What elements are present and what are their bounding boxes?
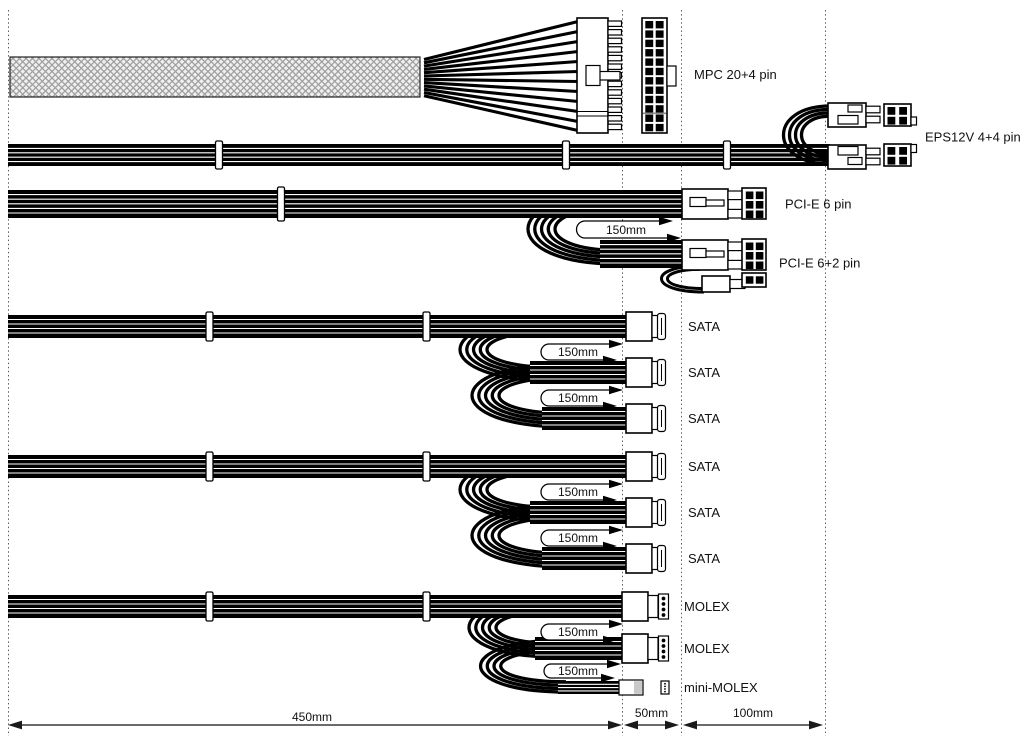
sata-label-4: SATA [688,459,720,474]
pcie62-connector-side [681,239,747,271]
cable-tie [205,311,214,342]
sata2-loop-length-1: 150mm [540,479,623,505]
cable-tie [205,451,214,482]
cable-tie [205,591,214,622]
mpc-latch [597,70,621,81]
dim-cable-length: 450mm [292,710,332,724]
sata-group-1: 150mm 150mm SATA SATA SATA [8,311,720,434]
molex-loop-length-2: 150mm [543,659,621,683]
mini-molex-connector [618,679,670,696]
sata-label-2: SATA [688,365,720,380]
cable-tie [422,311,431,342]
eps-loop-wires [781,104,831,166]
pcie6-label: PCI-E 6 pin [785,197,851,212]
molex-connector-1 [621,591,670,622]
sata1-loop-length-2: 150mm [540,385,623,411]
svg-text:150mm: 150mm [558,391,598,405]
molex-loop-length-1: 150mm [540,619,623,645]
mpc-fanout-wires [423,19,579,133]
mpc-front-latch [666,65,677,87]
pcie6-connector-front [741,187,767,220]
mini-molex-label: mini-MOLEX [684,680,758,695]
cable-tie [722,140,732,170]
pcie-loop-label: 150mm [606,223,646,237]
sata-connector-4 [625,451,667,482]
cable-tie [214,140,224,170]
svg-text:150mm: 150mm [558,345,598,359]
sata-connector-6 [625,543,667,574]
sata-connector-5 [625,497,667,528]
eps-connector-front-top [883,103,918,127]
pcie-loop-length: 150mm [575,216,681,243]
svg-text:150mm: 150mm [558,485,598,499]
sata-connector-2 [625,357,667,388]
svg-text:150mm: 150mm [558,531,598,545]
pcie62-label: PCI-E 6+2 pin [779,256,860,271]
pcie62-plug2-side [701,275,746,293]
pcie6-connector-side [681,188,747,220]
sata-label-6: SATA [688,551,720,566]
mpc-label: MPC 20+4 pin [694,67,777,82]
pcie-cable: 150mm PCI-E 6 pin [8,186,860,294]
molex-label-1: MOLEX [684,599,730,614]
dim-connector-section: 100mm [733,706,773,720]
sata-label-3: SATA [688,411,720,426]
dimension-bar: 450mm 50mm 100mm [8,706,823,730]
mpc-cable: MPC 20+4 pin [9,17,777,134]
molex-connector-2 [621,633,670,664]
sata-connector-3 [625,403,667,434]
sata-connector-1 [625,311,667,342]
molex-label-2: MOLEX [684,641,730,656]
eps-connector-front-bottom [883,143,918,167]
cable-tie [422,591,431,622]
eps-cable: EPS12V 4+4 pin [8,102,1021,170]
sata2-loop-length-2: 150mm [540,525,623,551]
molex-group: 150mm 150mm MOLEX MOLEX [8,591,758,696]
cable-tie [561,140,571,170]
pcie62-connector-front [741,238,767,288]
mpc-connector-front [641,17,677,134]
sata1-loop-length-1: 150mm [540,339,623,365]
sata-group-2: 150mm 150mm SATA SATA SATA [8,451,720,574]
sata-label-1: SATA [688,319,720,334]
dim-split-gap: 50mm [635,706,668,720]
braided-sleeve [9,56,421,98]
cable-tie [422,451,431,482]
mpc-pins [645,21,664,132]
svg-text:150mm: 150mm [558,664,598,678]
sata-label-5: SATA [688,505,720,520]
eps-label: EPS12V 4+4 pin [925,130,1021,145]
svg-text:150mm: 150mm [558,625,598,639]
eps-connector-side-bottom [827,144,881,170]
mpc-connector-side [576,17,623,134]
cable-tie [276,186,286,222]
eps-connector-side-top [827,102,881,128]
